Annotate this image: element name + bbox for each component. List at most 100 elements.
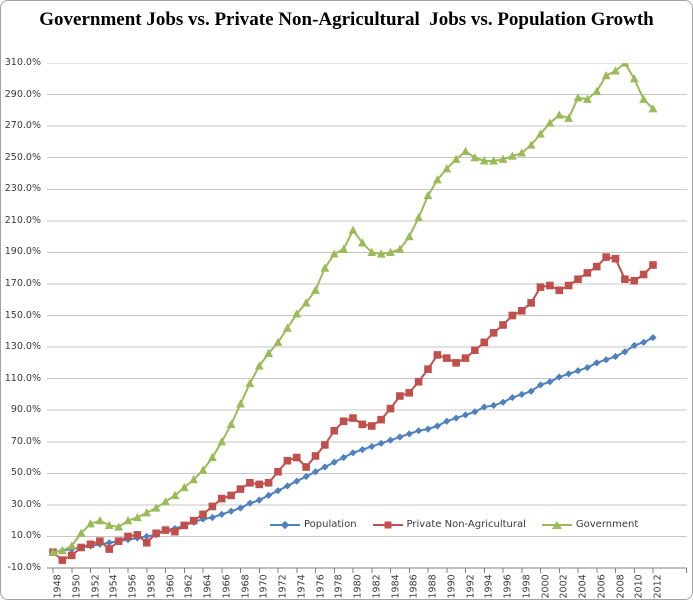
data-point-square <box>77 543 85 552</box>
data-point-triangle <box>376 249 386 258</box>
x-axis-label: 1970 <box>258 574 270 599</box>
data-point-diamond <box>340 453 348 462</box>
data-point-diamond <box>396 433 404 441</box>
x-axis-label: 1988 <box>427 574 439 599</box>
x-axis-label: 1978 <box>333 574 345 599</box>
data-point-square <box>639 270 648 279</box>
data-point-triangle <box>48 547 58 556</box>
data-point-triangle <box>536 129 545 138</box>
data-point-square <box>152 529 160 538</box>
data-point-square <box>274 467 282 476</box>
data-point-square <box>283 456 292 465</box>
data-point-triangle <box>386 247 395 256</box>
data-point-triangle <box>545 118 555 127</box>
data-point-diamond <box>527 387 535 395</box>
data-point-square <box>302 463 310 471</box>
data-point-triangle <box>601 71 611 80</box>
x-axis-label: 1960 <box>165 574 176 599</box>
legend-item-population: Population <box>270 519 357 530</box>
data-point-triangle <box>104 520 114 529</box>
population-marker-icon <box>270 520 300 529</box>
x-axis-label: 2002 <box>558 574 570 599</box>
data-point-triangle <box>179 482 189 492</box>
data-point-triangle <box>292 309 302 318</box>
data-point-square <box>630 276 639 285</box>
data-point-square <box>574 275 582 284</box>
data-point-diamond <box>461 411 470 419</box>
data-point-square <box>246 478 254 487</box>
data-point-square <box>255 480 264 489</box>
data-point-diamond <box>293 477 301 485</box>
data-point-diamond <box>490 401 498 410</box>
data-point-square <box>349 414 357 422</box>
data-point-diamond <box>349 449 357 457</box>
x-axis-label: 1956 <box>127 574 139 599</box>
data-point-triangle <box>498 154 508 163</box>
data-point-square <box>236 485 245 493</box>
data-point-triangle <box>95 516 105 525</box>
data-point-square <box>171 527 179 536</box>
data-point-diamond <box>602 356 610 364</box>
data-point-triangle <box>170 490 180 500</box>
data-point-diamond <box>621 348 629 356</box>
data-point-triangle <box>479 156 489 165</box>
data-point-diamond <box>630 341 638 350</box>
data-point-triangle <box>639 94 649 103</box>
data-point-diamond <box>480 403 488 411</box>
data-point-square <box>292 453 301 462</box>
y-axis-label: 290.0% <box>4 88 41 100</box>
data-point-diamond <box>471 408 479 416</box>
private-marker-icon <box>372 520 403 529</box>
data-point-diamond <box>283 482 291 490</box>
y-axis-label: 170.0% <box>4 277 41 289</box>
y-axis-label: 130.0% <box>4 341 41 353</box>
data-point-square <box>546 281 554 290</box>
data-point-triangle <box>189 475 199 484</box>
y-axis-label: -10.0% <box>7 562 41 573</box>
data-point-diamond <box>508 393 516 402</box>
data-point-square <box>405 389 414 397</box>
data-point-diamond <box>302 472 310 481</box>
data-point-diamond <box>321 463 329 471</box>
data-point-triangle <box>554 110 564 119</box>
legend-item-private: Private Non-Agricultural <box>372 519 526 530</box>
data-point-square <box>396 392 404 400</box>
data-point-square <box>311 452 320 460</box>
x-axis-label: 1984 <box>390 574 401 599</box>
data-point-triangle <box>76 528 86 537</box>
data-point-square <box>105 545 114 553</box>
data-point-diamond <box>208 513 216 522</box>
legend-label-private: Private Non-Agricultural <box>406 519 526 530</box>
data-point-diamond <box>265 491 273 500</box>
legend: Population Private Non-Agricultural Gove… <box>264 517 645 532</box>
data-point-triangle <box>489 156 499 165</box>
x-axis-label: 1952 <box>90 574 101 599</box>
data-point-square <box>555 286 564 295</box>
data-point-triangle <box>414 213 424 222</box>
x-axis-label: 1968 <box>240 574 251 599</box>
x-axis-label: 1974 <box>296 574 308 599</box>
data-point-diamond <box>227 507 235 515</box>
x-axis-label: 1994 <box>483 574 495 599</box>
x-axis-label: 1992 <box>465 574 476 599</box>
data-point-triangle <box>451 154 461 163</box>
data-point-diamond <box>452 414 460 422</box>
data-point-diamond <box>377 439 385 447</box>
plot-svg <box>47 58 687 573</box>
data-point-square <box>133 531 142 539</box>
data-point-triangle <box>517 148 527 157</box>
y-axis-label: 190.0% <box>4 246 41 258</box>
data-point-triangle <box>254 361 264 370</box>
data-point-triangle <box>245 378 255 387</box>
data-point-triangle <box>648 104 658 113</box>
series-population <box>49 333 657 556</box>
data-point-diamond <box>518 390 526 399</box>
data-point-square <box>583 269 592 277</box>
data-point-diamond <box>386 436 395 444</box>
data-point-triangle <box>611 66 620 75</box>
data-point-square <box>264 478 273 487</box>
y-axis-label: 150.0% <box>4 309 41 321</box>
data-point-square <box>67 551 76 560</box>
data-point-triangle <box>226 419 236 428</box>
data-point-square <box>96 537 104 545</box>
